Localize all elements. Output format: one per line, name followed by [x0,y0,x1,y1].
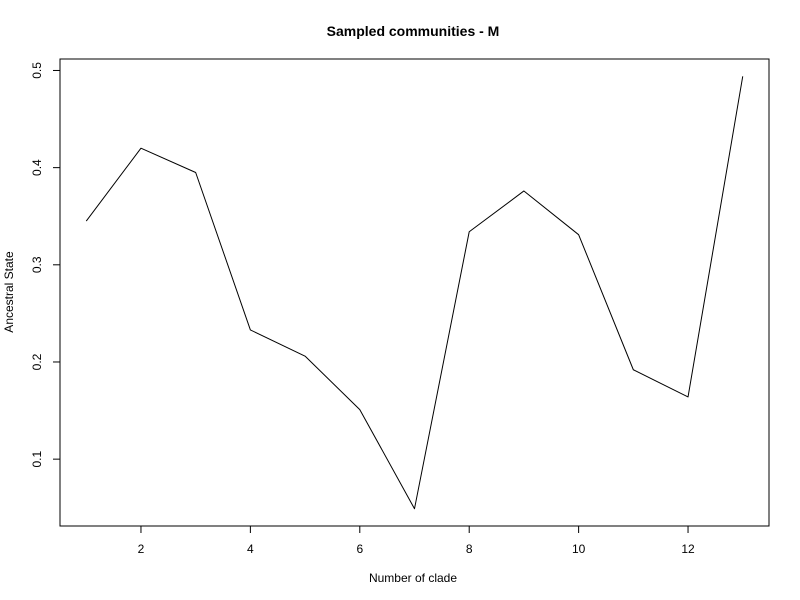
y-axis-label: Ancestral State [2,251,16,333]
x-tick-label: 2 [138,542,145,556]
plot-frame [59,58,770,527]
x-axis-label: Number of clade [369,571,457,585]
x-tick-label: 10 [572,542,586,556]
series-line [85,76,744,510]
x-tick-label: 6 [356,542,363,556]
y-tick-label: 0.3 [30,256,44,273]
x-tick-label: 4 [247,542,254,556]
y-axis: 0.1 0.2 0.3 0.4 0.5 [30,62,60,467]
series-group [85,76,744,510]
x-tick-label: 8 [466,542,473,556]
y-tick-label: 0.5 [30,62,44,79]
y-tick-label: 0.1 [30,450,44,467]
x-axis: 2 4 6 8 10 12 [138,526,695,556]
y-tick-label: 0.2 [30,353,44,370]
x-tick-label: 12 [681,542,695,556]
y-tick-label: 0.4 [30,159,44,176]
chart-title: Sampled communities - M [327,23,500,39]
